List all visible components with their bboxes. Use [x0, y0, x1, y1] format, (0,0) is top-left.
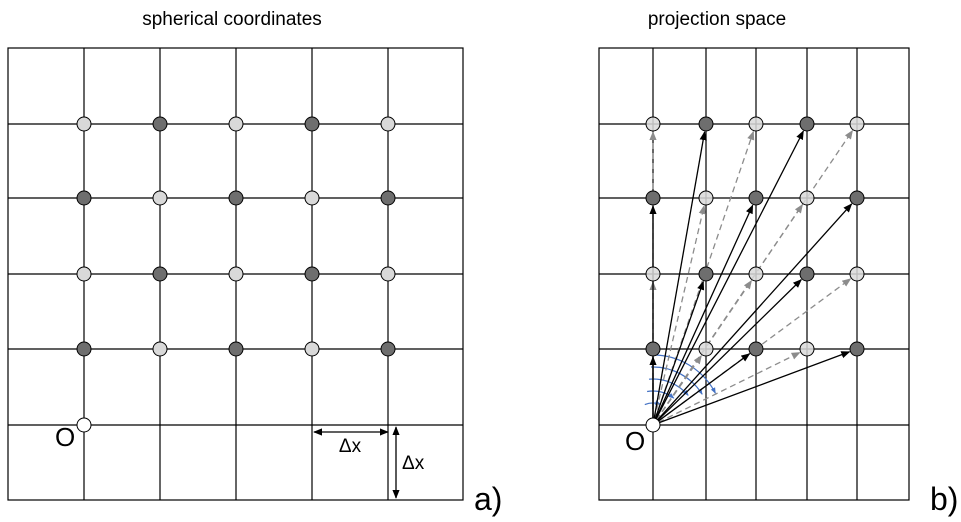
solid-ray	[654, 280, 705, 420]
light-node	[380, 116, 396, 132]
dark-node	[645, 341, 661, 357]
light-node	[698, 190, 714, 206]
dark-node	[799, 266, 815, 282]
light-node	[76, 266, 92, 282]
solid-ray	[653, 130, 707, 420]
angle-arc	[651, 354, 716, 394]
light-node	[228, 266, 244, 282]
dark-node	[304, 266, 320, 282]
light-node	[380, 266, 396, 282]
dark-node	[76, 190, 92, 206]
dark-node	[228, 190, 244, 206]
dark-node	[799, 116, 815, 132]
dark-node	[152, 116, 168, 132]
dark-node	[152, 266, 168, 282]
dark-node	[380, 190, 396, 206]
panel-a-label: a)	[474, 481, 502, 517]
light-node	[152, 341, 168, 357]
dashed-ray	[658, 351, 801, 423]
light-node	[748, 116, 764, 132]
light-node	[645, 266, 661, 282]
light-node	[645, 116, 661, 132]
dark-node	[849, 341, 865, 357]
panel-a-title: spherical coordinates	[142, 9, 322, 30]
solid-ray	[655, 130, 804, 420]
light-node	[228, 116, 244, 132]
light-node	[76, 116, 92, 132]
panel-a-spherical-coordinates: spherical coordinates O Δx Δx a)	[7, 9, 502, 517]
dark-node	[304, 116, 320, 132]
light-node	[849, 116, 865, 132]
origin-node	[645, 417, 661, 433]
angle-arc	[646, 390, 675, 399]
panel-b-origin-label: O	[625, 426, 645, 456]
dx-vertical-label: Δx	[402, 453, 425, 474]
dark-node	[698, 116, 714, 132]
light-node	[799, 190, 815, 206]
angle-arc	[650, 366, 703, 395]
light-node	[799, 341, 815, 357]
panel-b-label: b)	[930, 481, 958, 517]
light-node	[748, 266, 764, 282]
light-node	[698, 341, 714, 357]
light-node	[152, 190, 168, 206]
panel-b-angle-arcs	[644, 354, 716, 406]
dark-node	[698, 266, 714, 282]
panel-b-projection-space: projection space O b)	[598, 9, 958, 517]
panel-b-title: projection space	[648, 9, 786, 30]
dx-horizontal-label: Δx	[339, 436, 362, 457]
panel-a-origin-label: O	[55, 422, 75, 452]
solid-ray	[657, 353, 751, 422]
origin-node	[76, 417, 92, 433]
light-node	[849, 266, 865, 282]
panel-b-solid-rays	[649, 130, 853, 424]
panel-a-nodes	[76, 116, 396, 433]
solid-ray	[656, 203, 853, 421]
panel-b-nodes	[645, 116, 865, 433]
dark-node	[645, 190, 661, 206]
solid-ray	[654, 204, 754, 420]
dark-node	[228, 341, 244, 357]
dark-node	[748, 190, 764, 206]
dark-node	[380, 341, 396, 357]
light-node	[304, 190, 320, 206]
dark-node	[76, 341, 92, 357]
dark-node	[849, 190, 865, 206]
dashed-ray	[653, 204, 706, 420]
dashed-ray	[655, 354, 702, 421]
solid-ray	[656, 278, 802, 422]
solid-ray	[658, 351, 851, 424]
dark-node	[748, 341, 764, 357]
light-node	[304, 341, 320, 357]
